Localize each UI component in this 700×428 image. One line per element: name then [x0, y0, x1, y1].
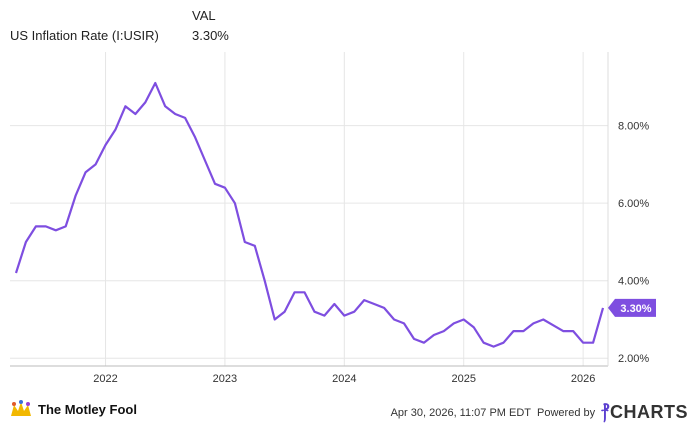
footer-credits: Apr 30, 2026, 11:07 PM EDT Powered by ⳨C… — [391, 402, 688, 423]
brand-name: The Motley Fool — [38, 401, 137, 417]
gridlines — [10, 52, 609, 367]
footer-brand: The Motley Fool — [8, 400, 137, 418]
last-value-label: 3.30% — [620, 303, 651, 315]
line-chart: 2022 2023 2024 2025 2026 2.00% 4.00% 6.00% 8.00… — [10, 52, 656, 385]
ycharts-logo[interactable]: ⳨CHARTS — [601, 402, 688, 423]
legend-column-header: VAL — [192, 8, 216, 23]
last-value-label-group: 3.30% — [608, 298, 656, 317]
last-value-label-bg — [608, 298, 656, 317]
series-group — [14, 81, 605, 348]
series-line — [14, 81, 605, 348]
x-tick-label: 2024 — [332, 373, 356, 385]
x-tick-label: 2025 — [451, 373, 475, 385]
legend-series-value: 3.30% — [192, 28, 229, 43]
x-tick-label: 2022 — [93, 373, 117, 385]
ycharts-y-icon: ⳨ — [601, 402, 610, 422]
y-tick-label: 8.00% — [618, 121, 649, 133]
y-tick-label: 2.00% — [618, 353, 649, 365]
x-axis: 2022 2023 2024 2025 2026 — [93, 373, 595, 385]
timestamp: Apr 30, 2026, 11:07 PM EDT — [390, 406, 532, 419]
legend-series-name[interactable]: US Inflation Rate (I:USIR) — [10, 28, 159, 43]
y-tick-label: 6.00% — [618, 198, 649, 210]
jester-hat-icon — [11, 400, 31, 416]
x-tick-label: 2026 — [571, 373, 595, 385]
y-tick-label: 4.00% — [618, 276, 649, 288]
powered-by-text: Powered by — [537, 406, 596, 419]
x-tick-label: 2023 — [213, 373, 237, 385]
y-axis: 2.00% 4.00% 6.00% 8.00% — [618, 121, 649, 366]
plot-area — [10, 52, 608, 366]
ycharts-wordmark: CHARTS — [610, 402, 688, 422]
